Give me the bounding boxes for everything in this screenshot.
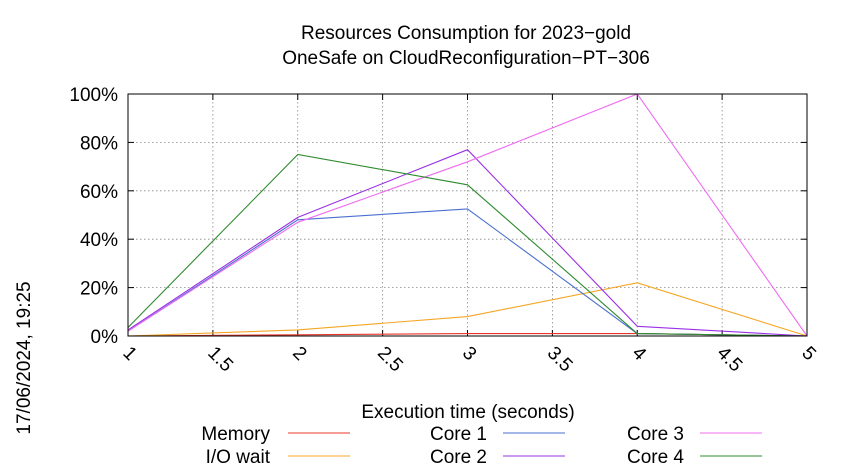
timestamp-label: 17/06/2024, 19:25 — [14, 281, 35, 434]
legend-label-core-1: Core 1 — [430, 424, 487, 445]
series-line-core-4 — [127, 153, 808, 337]
x-tick-label: 2.5 — [373, 343, 407, 377]
gridlines — [128, 94, 807, 336]
y-tick-label: 40% — [80, 230, 118, 251]
legend-label-i-o-wait: I/O wait — [206, 447, 271, 468]
legend-label-core-4: Core 4 — [627, 447, 684, 468]
series-line-core-2 — [127, 149, 808, 337]
x-tick-label: 4.5 — [713, 343, 747, 377]
axes: 0% 20% 40% 60% 80% 100% 1 1.5 2 2.5 3 3.5 4 4.5 5 — [69, 85, 819, 376]
y-tick-label: 60% — [80, 182, 118, 203]
x-tick-label: 3.5 — [543, 343, 577, 377]
chart-title-line-2: OneSafe on CloudReconfiguration−PT−306 — [282, 48, 650, 69]
x-tick-label: 5 — [797, 343, 819, 365]
x-axis-label: Execution time (seconds) — [361, 402, 574, 423]
plot-frame — [127, 93, 808, 337]
chart-title-line-1: Resources Consumption for 2023−gold — [301, 23, 631, 44]
series-line-i-o-wait — [127, 282, 808, 337]
x-tick-label: 1 — [118, 343, 140, 365]
legend-label-core-2: Core 2 — [430, 447, 487, 468]
y-tick-label: 100% — [69, 85, 118, 106]
y-tick-label: 0% — [91, 327, 119, 348]
x-tick-label: 2 — [288, 343, 310, 365]
series-line-core-3 — [127, 93, 808, 337]
legend-label-core-3: Core 3 — [627, 424, 684, 445]
series-lines — [127, 93, 808, 337]
x-tick-label: 1.5 — [203, 343, 237, 377]
y-tick-label: 20% — [80, 279, 118, 300]
y-tick-label: 80% — [80, 133, 118, 154]
x-tick-label: 4 — [628, 343, 651, 366]
legend-label-memory: Memory — [201, 424, 270, 445]
chart-title: Resources Consumption for 2023−gold OneS… — [282, 23, 650, 69]
x-tick-label: 3 — [458, 343, 480, 365]
